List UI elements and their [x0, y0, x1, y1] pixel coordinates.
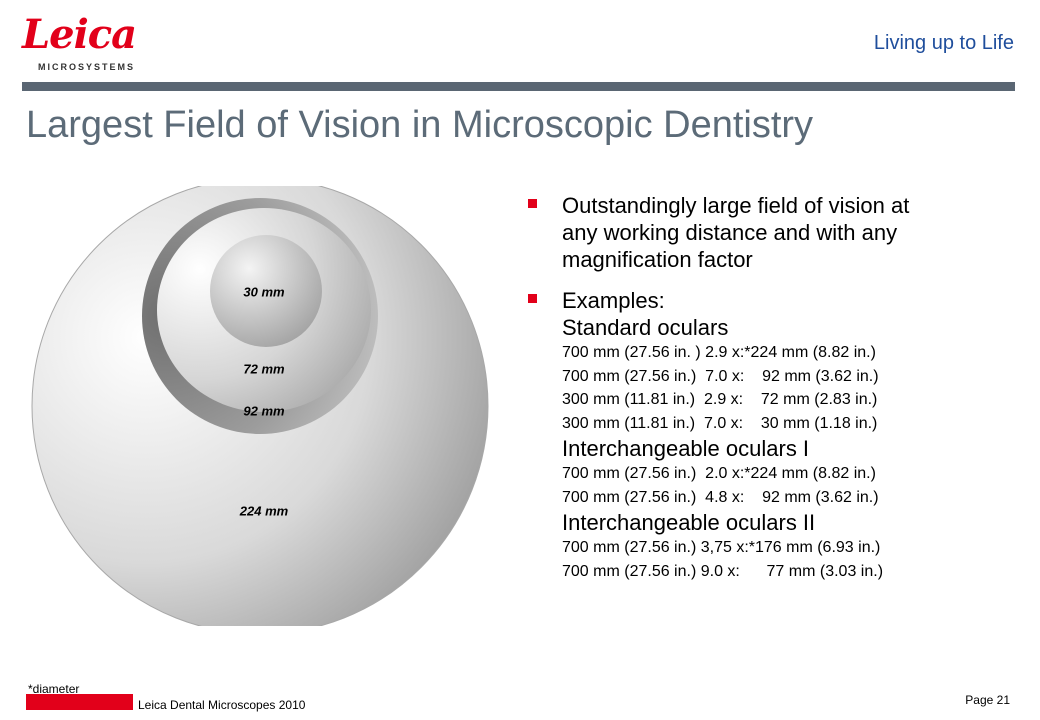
label-224mm: 224 mm — [239, 503, 289, 519]
nested-circles-graphic — [31, 177, 489, 635]
footer-red-bar — [26, 694, 133, 710]
group-heading: Interchangeable oculars II — [562, 510, 816, 535]
group-heading: Standard oculars — [562, 315, 729, 340]
example-row: 300 mm (11.81 in.) 2.9 x: 72 mm (2.83 in… — [562, 391, 878, 408]
page-number: Page 21 — [965, 693, 1010, 707]
circle-30mm — [210, 235, 322, 347]
logo-wordmark: Leica — [22, 11, 137, 58]
label-92mm: 92 mm — [243, 403, 285, 419]
label-72mm: 72 mm — [243, 361, 285, 377]
leica-logo: Leica MICROSYSTEMS — [22, 10, 142, 80]
example-row: 700 mm (27.56 in.) 9.0 x: 77 mm (3.03 in… — [562, 562, 884, 580]
tagline: Living up to Life — [873, 32, 1014, 54]
bullet-line: Outstandingly large field of vision at — [562, 193, 910, 218]
example-row: 700 mm (27.56 in. ) 2.9 x:*224 mm (8.82 … — [562, 344, 876, 361]
footnote: *diameter — [28, 682, 80, 696]
bullet-list: Outstandingly large field of vision at a… — [528, 192, 1018, 583]
bullet-examples: Examples: Standard oculars 700 mm (27.56… — [528, 287, 1018, 583]
bullet-line: magnification factor — [562, 247, 753, 272]
example-row: 700 mm (27.56 in.) 2.0 x:*224 mm (8.82 i… — [562, 465, 876, 482]
label-30mm: 30 mm — [243, 284, 285, 300]
slide-title: Largest Field of Vision in Microscopic D… — [26, 104, 814, 146]
example-row: 300 mm (11.81 in.) 7.0 x: 30 mm (1.18 in… — [562, 414, 878, 432]
footer-text: Leica Dental Microscopes 2010 — [138, 698, 306, 712]
field-of-view-diagram: 30 mm 72 mm 92 mm 224 mm — [30, 177, 500, 635]
logo-subtitle: MICROSYSTEMS — [38, 62, 136, 72]
group-heading: Interchangeable oculars I — [562, 436, 810, 461]
bullet-square-icon — [528, 199, 537, 208]
example-row: 700 mm (27.56 in.) 4.8 x: 92 mm (3.62 in… — [562, 488, 879, 506]
header-divider-bar — [22, 82, 1015, 91]
example-row: 700 mm (27.56 in.) 3,75 x:*176 mm (6.93 … — [562, 539, 881, 556]
bullet-field-of-vision: Outstandingly large field of vision at a… — [528, 192, 1018, 273]
example-row: 700 mm (27.56 in.) 7.0 x: 92 mm (3.62 in… — [562, 367, 879, 385]
bullet-line: any working distance and with any — [562, 220, 898, 245]
bullet-square-icon — [528, 294, 537, 303]
examples-heading: Examples: — [562, 288, 665, 313]
